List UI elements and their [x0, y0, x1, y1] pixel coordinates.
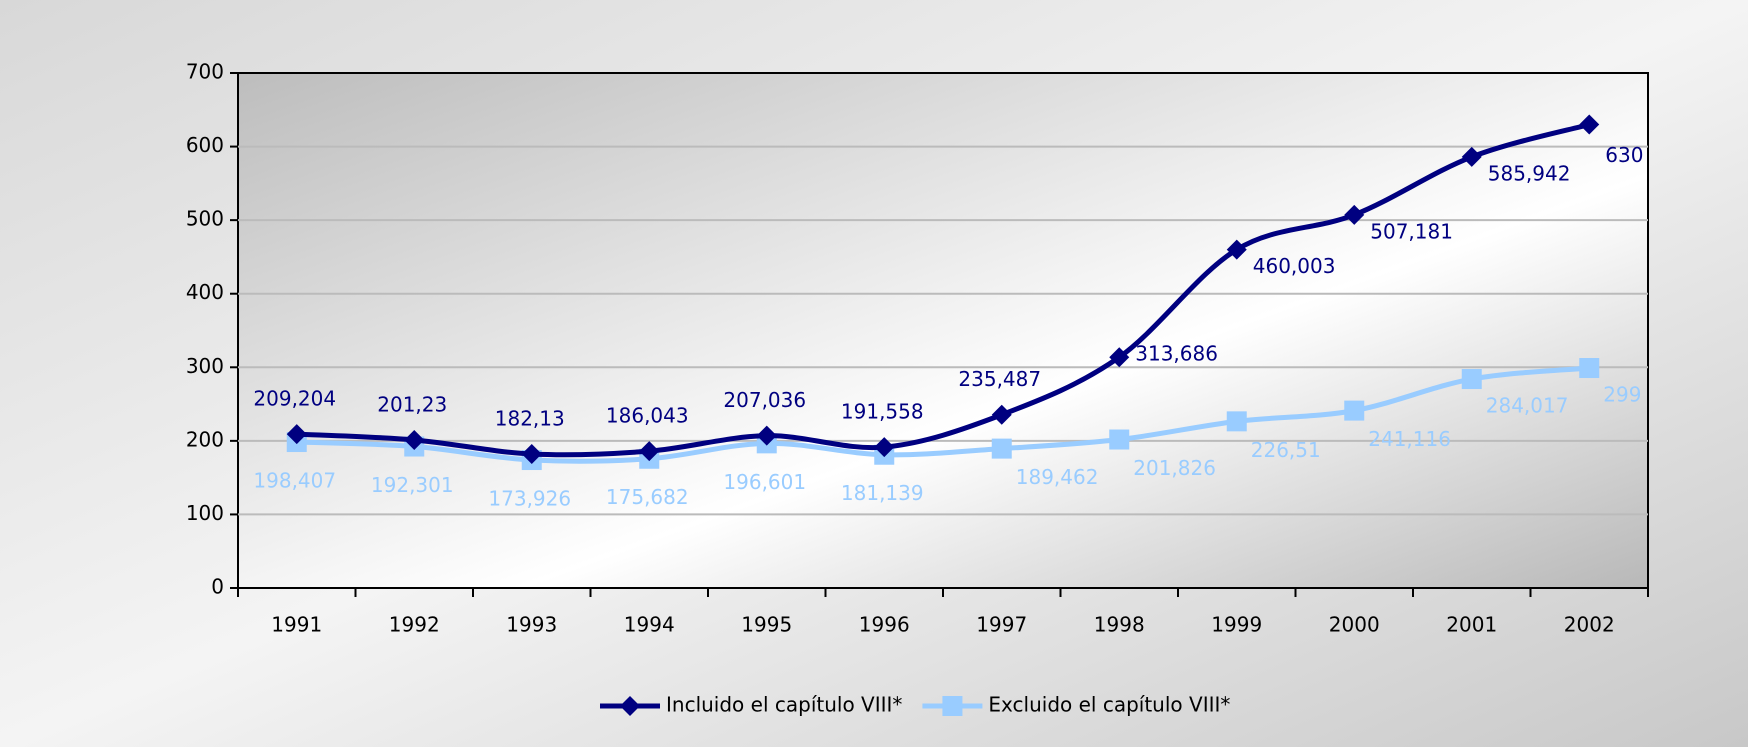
legend-marker	[942, 696, 963, 716]
data-point	[639, 441, 660, 462]
y-tick-label: 700	[186, 60, 224, 84]
data-label: 299	[1603, 383, 1641, 407]
data-label: 196,601	[723, 470, 806, 494]
x-tick-label: 1993	[506, 613, 557, 637]
data-label: 460,003	[1253, 254, 1336, 278]
data-label: 189,462	[1016, 465, 1099, 489]
x-tick-label: 2001	[1446, 613, 1497, 637]
data-point	[1109, 429, 1130, 450]
plot-area	[237, 72, 1649, 589]
data-point	[1579, 358, 1600, 379]
data-point	[874, 437, 895, 458]
x-tick-label: 2002	[1564, 613, 1615, 637]
data-point	[1579, 114, 1600, 135]
data-label: 507,181	[1370, 219, 1453, 243]
x-tick-label: 1996	[859, 613, 910, 637]
data-point	[1226, 411, 1247, 432]
data-point	[991, 438, 1012, 459]
data-point	[1461, 369, 1482, 390]
data-label: 235,487	[958, 367, 1041, 391]
data-label: 198,407	[253, 469, 336, 493]
y-tick-label: 500	[186, 207, 224, 231]
legend-label: Excluido el capítulo VIII*	[988, 693, 1230, 717]
x-tick-label: 1995	[741, 613, 792, 637]
data-point	[286, 424, 307, 445]
x-tick-label: 1998	[1094, 613, 1145, 637]
y-tick-label: 400	[186, 280, 224, 304]
y-tick-label: 100	[186, 501, 224, 525]
data-label: 186,043	[606, 404, 689, 428]
legend-marker	[620, 696, 640, 716]
data-label: 201,826	[1133, 456, 1216, 480]
x-tick-label: 1997	[976, 613, 1027, 637]
data-label: 207,036	[723, 388, 806, 412]
data-point	[1344, 400, 1365, 421]
x-tick-label: 1994	[624, 613, 675, 637]
data-label: 209,204	[253, 387, 336, 411]
legend-label: Incluido el capítulo VIII*	[666, 693, 902, 717]
data-label: 585,942	[1488, 161, 1571, 185]
data-label: 173,926	[488, 487, 571, 511]
data-label: 181,139	[841, 481, 924, 505]
data-label: 284,017	[1486, 394, 1569, 418]
x-tick-label: 1999	[1211, 613, 1262, 637]
data-label: 226,51	[1251, 438, 1321, 462]
data-label: 192,301	[371, 473, 454, 497]
series-line	[296, 365, 1590, 464]
data-label: 201,23	[377, 392, 447, 416]
data-point	[404, 429, 425, 450]
data-point	[521, 444, 542, 465]
data-label: 182,13	[495, 407, 565, 431]
data-point	[756, 425, 777, 446]
data-point	[1109, 347, 1130, 368]
data-label: 313,686	[1135, 342, 1218, 366]
data-label: 630	[1605, 143, 1643, 167]
y-tick-label: 600	[186, 133, 224, 157]
x-tick-label: 2000	[1329, 613, 1380, 637]
y-tick-label: 0	[211, 575, 224, 599]
data-label: 191,558	[841, 400, 924, 424]
y-tick-label: 200	[186, 427, 224, 451]
data-label: 241,116	[1368, 427, 1451, 451]
data-point	[1344, 204, 1365, 225]
data-label: 175,682	[606, 485, 689, 509]
data-point	[1461, 146, 1482, 167]
x-tick-label: 1991	[271, 613, 322, 637]
data-point	[991, 404, 1012, 425]
data-point	[1226, 239, 1247, 260]
y-tick-label: 300	[186, 354, 224, 378]
x-tick-label: 1992	[389, 613, 440, 637]
